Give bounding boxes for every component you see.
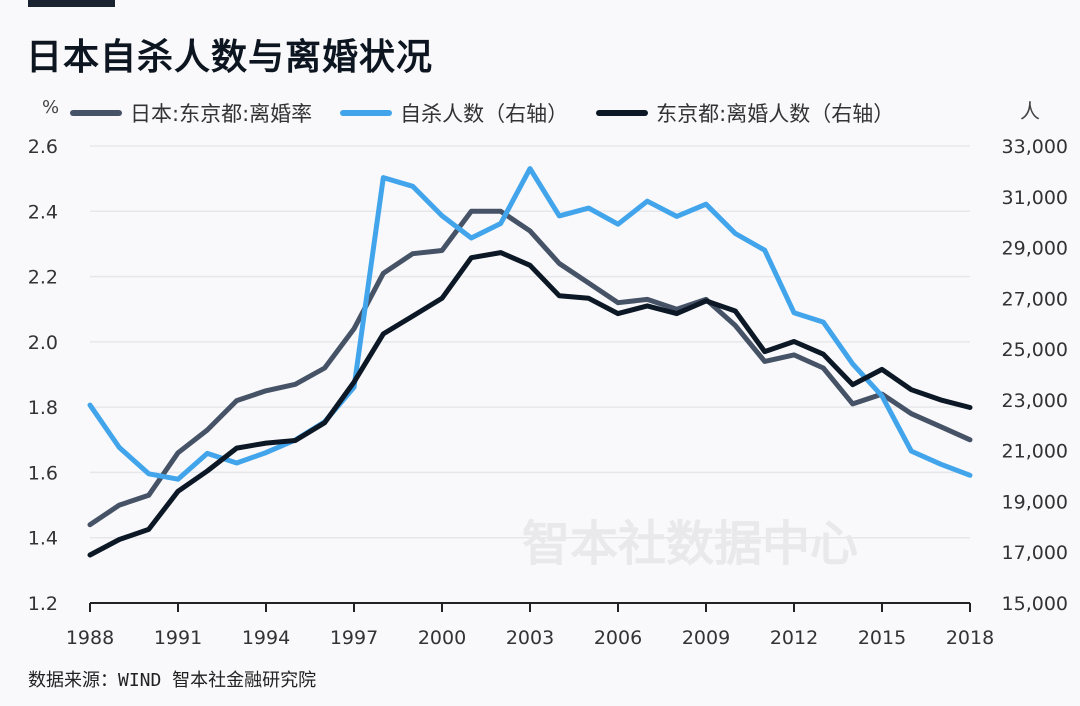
x-tick-label: 2018 — [946, 627, 994, 649]
right-tick-label: 33,000 — [1002, 136, 1068, 158]
legend-swatch — [596, 110, 649, 116]
x-tick-label: 2006 — [594, 627, 642, 649]
left-axis-unit: % — [42, 97, 60, 118]
right-axis-unit: 人 — [1020, 99, 1040, 123]
left-tick-label: 1.4 — [28, 528, 58, 550]
right-tick-label: 25,000 — [1002, 339, 1068, 361]
legend-item-divorces: 东京都:离婚人数（右轴） — [596, 98, 894, 128]
left-tick-label: 2.0 — [28, 332, 58, 354]
left-tick-label: 2.6 — [28, 136, 58, 158]
right-tick-label: 21,000 — [1002, 441, 1068, 463]
legend-item-divorce-rate: 日本:东京都:离婚率 — [70, 98, 312, 128]
left-tick-label: 1.6 — [28, 462, 58, 484]
x-tick-label: 1988 — [66, 627, 114, 649]
x-tick-label: 1991 — [154, 627, 202, 649]
left-tick-label: 1.2 — [28, 593, 58, 615]
source-note: 数据来源：WIND 智本社金融研究院 — [28, 670, 317, 691]
right-tick-label: 19,000 — [1002, 491, 1068, 513]
right-tick-label: 17,000 — [1002, 542, 1068, 564]
right-tick-label: 15,000 — [1002, 593, 1068, 615]
watermark: 智本社数据中心 — [522, 516, 858, 572]
x-tick-label: 1994 — [242, 627, 290, 649]
legend-swatch — [340, 110, 393, 116]
x-tick-label: 2000 — [418, 627, 466, 649]
legend: 日本:东京都:离婚率 自杀人数（右轴） 东京都:离婚人数（右轴） — [70, 98, 894, 128]
left-tick-label: 1.8 — [28, 397, 58, 419]
series-line-1 — [87, 166, 973, 482]
right-tick-label: 23,000 — [1002, 390, 1068, 412]
right-tick-label: 27,000 — [1002, 288, 1068, 310]
legend-item-suicides: 自杀人数（右轴） — [340, 98, 568, 128]
left-tick-label: 2.2 — [28, 267, 58, 289]
legend-label: 日本:东京都:离婚率 — [130, 102, 313, 126]
title-accent-bar — [28, 0, 115, 7]
x-tick-label: 2003 — [506, 627, 554, 649]
left-tick-label: 2.4 — [28, 201, 58, 223]
legend-label: 东京都:离婚人数（右轴） — [656, 102, 895, 126]
x-tick-label: 1997 — [330, 627, 378, 649]
x-tick-label: 2009 — [682, 627, 730, 649]
right-tick-label: 29,000 — [1002, 238, 1068, 260]
right-tick-label: 31,000 — [1002, 187, 1068, 209]
chart-title: 日本自杀人数与离婚状况 — [26, 37, 434, 78]
x-tick-label: 2015 — [858, 627, 906, 649]
x-tick-label: 2012 — [770, 627, 818, 649]
series-line-2 — [87, 250, 973, 558]
legend-label: 自杀人数（右轴） — [400, 102, 569, 126]
legend-swatch — [70, 110, 122, 116]
